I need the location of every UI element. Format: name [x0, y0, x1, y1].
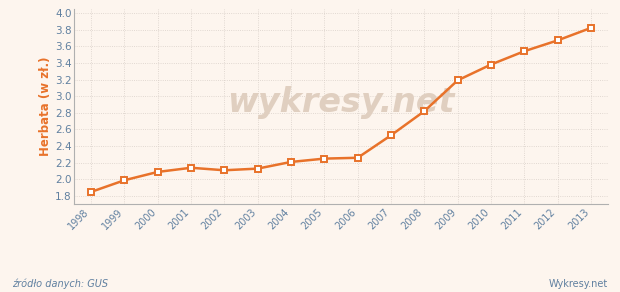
Text: wykresy.net: wykresy.net — [228, 86, 454, 119]
Y-axis label: Herbata (w zł.): Herbata (w zł.) — [39, 57, 52, 156]
Text: źródło danych: GUS: źródło danych: GUS — [12, 279, 108, 289]
Text: Wykresy.net: Wykresy.net — [548, 279, 608, 289]
